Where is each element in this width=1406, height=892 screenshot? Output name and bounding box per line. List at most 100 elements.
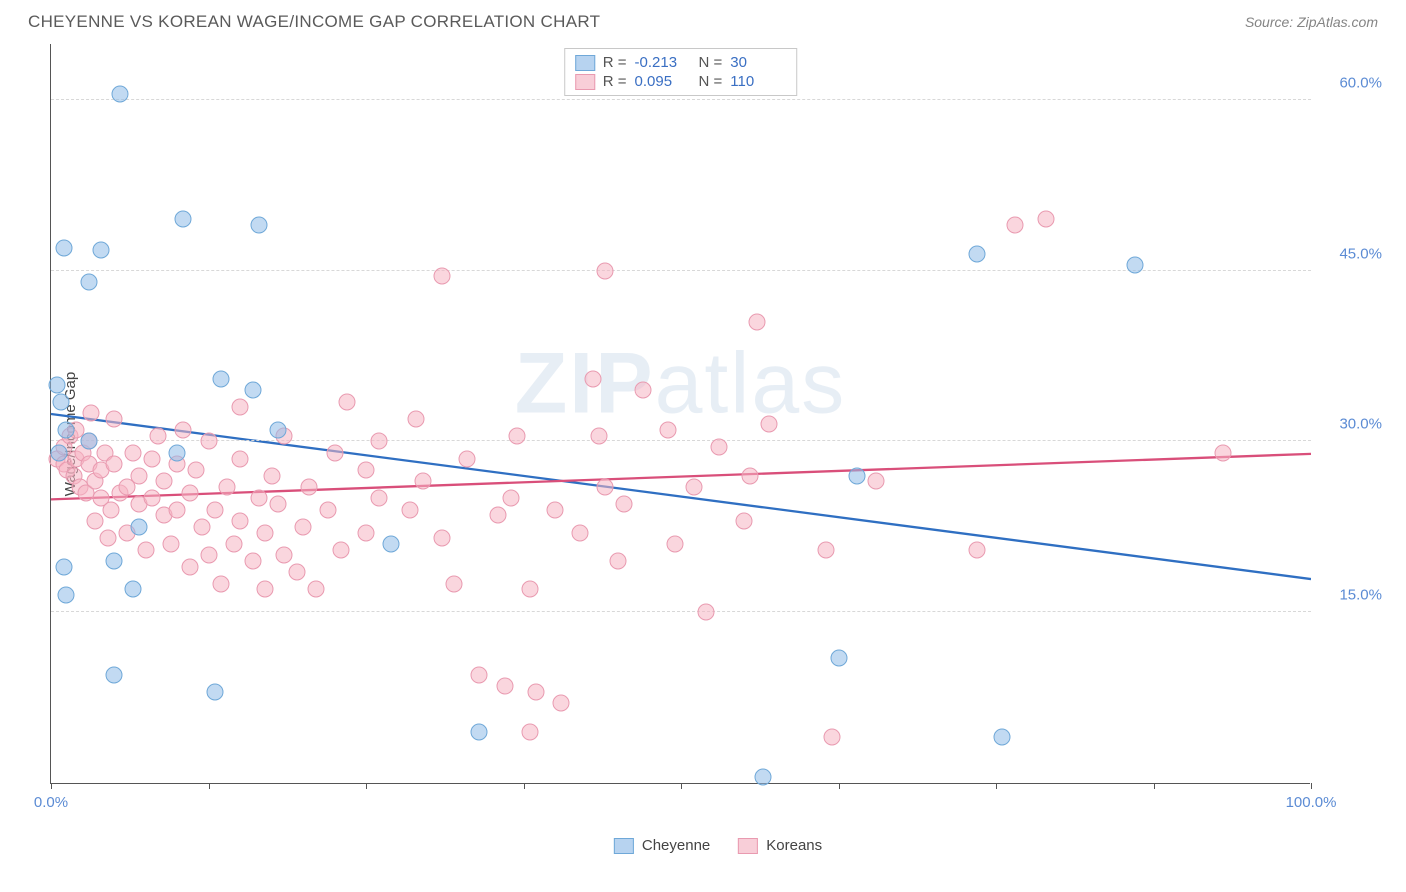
scatter-point bbox=[106, 553, 123, 570]
scatter-point bbox=[597, 479, 614, 496]
scatter-point bbox=[521, 723, 538, 740]
scatter-point bbox=[232, 450, 249, 467]
legend-series: Cheyenne Koreans bbox=[614, 837, 822, 854]
scatter-point bbox=[1214, 444, 1231, 461]
scatter-point bbox=[244, 553, 261, 570]
scatter-point bbox=[213, 575, 230, 592]
watermark: ZIPatlas bbox=[515, 334, 846, 433]
scatter-point bbox=[358, 461, 375, 478]
gridline bbox=[51, 99, 1311, 100]
scatter-point bbox=[402, 501, 419, 518]
scatter-point bbox=[50, 444, 67, 461]
scatter-point bbox=[131, 467, 148, 484]
scatter-point bbox=[824, 729, 841, 746]
x-tick bbox=[1154, 783, 1155, 789]
scatter-point bbox=[181, 558, 198, 575]
scatter-point bbox=[307, 581, 324, 598]
scatter-point bbox=[1126, 257, 1143, 274]
scatter-point bbox=[124, 444, 141, 461]
gridline bbox=[51, 440, 1311, 441]
scatter-point bbox=[137, 541, 154, 558]
x-tick bbox=[51, 783, 52, 789]
y-tick-label: 60.0% bbox=[1318, 74, 1382, 91]
scatter-point bbox=[414, 473, 431, 490]
scatter-point bbox=[225, 535, 242, 552]
scatter-point bbox=[496, 678, 513, 695]
scatter-point bbox=[257, 524, 274, 541]
legend-swatch-pink bbox=[738, 838, 758, 854]
source-label: Source: ZipAtlas.com bbox=[1245, 14, 1378, 30]
x-tick bbox=[839, 783, 840, 789]
scatter-point bbox=[175, 211, 192, 228]
scatter-point bbox=[200, 433, 217, 450]
x-tick-label: 0.0% bbox=[34, 794, 68, 811]
scatter-point bbox=[1038, 211, 1055, 228]
x-tick bbox=[209, 783, 210, 789]
scatter-point bbox=[295, 518, 312, 535]
scatter-point bbox=[591, 427, 608, 444]
scatter-point bbox=[742, 467, 759, 484]
scatter-point bbox=[87, 513, 104, 530]
scatter-point bbox=[250, 217, 267, 234]
legend-swatch-pink bbox=[575, 74, 595, 90]
scatter-point bbox=[232, 513, 249, 530]
legend-item-cheyenne: Cheyenne bbox=[614, 837, 710, 854]
scatter-point bbox=[502, 490, 519, 507]
scatter-point bbox=[106, 666, 123, 683]
plot-wrap: Wage/Income Gap ZIPatlas R = -0.213 N = … bbox=[50, 44, 1386, 824]
scatter-point bbox=[200, 547, 217, 564]
scatter-point bbox=[584, 370, 601, 387]
scatter-point bbox=[106, 456, 123, 473]
scatter-point bbox=[103, 501, 120, 518]
scatter-point bbox=[339, 393, 356, 410]
scatter-point bbox=[830, 649, 847, 666]
scatter-point bbox=[112, 86, 129, 103]
scatter-point bbox=[269, 422, 286, 439]
scatter-point bbox=[597, 262, 614, 279]
scatter-point bbox=[471, 723, 488, 740]
gridline bbox=[51, 270, 1311, 271]
scatter-point bbox=[528, 683, 545, 700]
scatter-point bbox=[162, 535, 179, 552]
scatter-point bbox=[250, 490, 267, 507]
scatter-point bbox=[288, 564, 305, 581]
scatter-point bbox=[80, 274, 97, 291]
scatter-point bbox=[969, 245, 986, 262]
scatter-point bbox=[754, 769, 771, 786]
scatter-point bbox=[332, 541, 349, 558]
scatter-point bbox=[635, 382, 652, 399]
legend-row-cheyenne: R = -0.213 N = 30 bbox=[575, 53, 787, 72]
scatter-point bbox=[257, 581, 274, 598]
scatter-point bbox=[326, 444, 343, 461]
scatter-point bbox=[1006, 217, 1023, 234]
scatter-point bbox=[232, 399, 249, 416]
scatter-point bbox=[276, 547, 293, 564]
scatter-point bbox=[187, 461, 204, 478]
gridline bbox=[51, 611, 1311, 612]
y-tick-label: 45.0% bbox=[1318, 245, 1382, 262]
scatter-point bbox=[169, 444, 186, 461]
scatter-point bbox=[55, 239, 72, 256]
scatter-point bbox=[175, 422, 192, 439]
plot-area: ZIPatlas R = -0.213 N = 30 R = 0.095 N =… bbox=[50, 44, 1310, 784]
scatter-point bbox=[433, 530, 450, 547]
scatter-point bbox=[58, 587, 75, 604]
x-tick-label: 100.0% bbox=[1286, 794, 1337, 811]
scatter-point bbox=[301, 479, 318, 496]
scatter-point bbox=[547, 501, 564, 518]
scatter-point bbox=[408, 410, 425, 427]
scatter-point bbox=[969, 541, 986, 558]
chart-title: CHEYENNE VS KOREAN WAGE/INCOME GAP CORRE… bbox=[28, 12, 600, 32]
scatter-point bbox=[58, 422, 75, 439]
scatter-point bbox=[150, 427, 167, 444]
scatter-point bbox=[666, 535, 683, 552]
scatter-point bbox=[80, 433, 97, 450]
scatter-point bbox=[458, 450, 475, 467]
x-tick bbox=[681, 783, 682, 789]
scatter-point bbox=[748, 313, 765, 330]
legend-item-koreans: Koreans bbox=[738, 837, 822, 854]
scatter-point bbox=[509, 427, 526, 444]
scatter-point bbox=[849, 467, 866, 484]
scatter-point bbox=[194, 518, 211, 535]
scatter-point bbox=[106, 410, 123, 427]
